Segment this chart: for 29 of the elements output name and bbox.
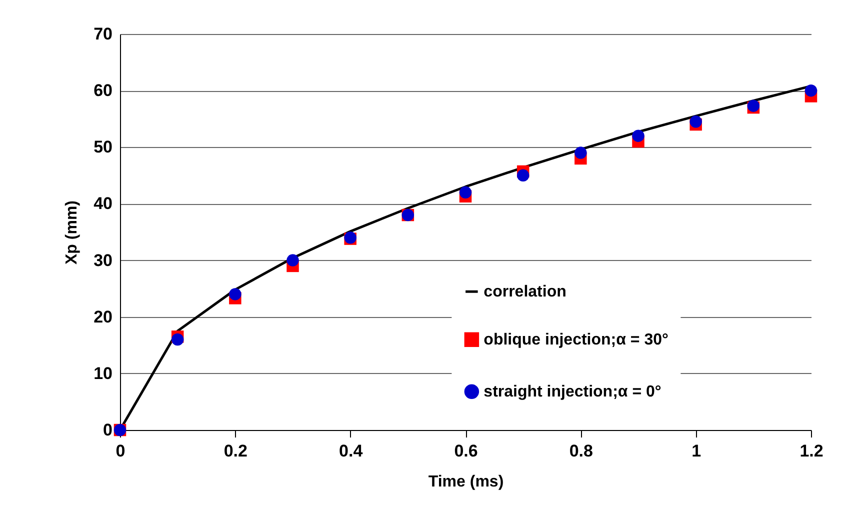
x-tick-label: 0.6 bbox=[454, 442, 478, 460]
y-tick-label: 10 bbox=[94, 364, 112, 383]
point bbox=[171, 333, 184, 346]
legend-label: correlation bbox=[484, 284, 566, 301]
point bbox=[574, 146, 587, 159]
y-tick-label: 40 bbox=[94, 194, 112, 214]
point bbox=[690, 116, 702, 128]
y-tick-label: 0 bbox=[103, 420, 112, 440]
y-tick-label: 50 bbox=[94, 138, 112, 157]
y-tick-label: 20 bbox=[94, 307, 112, 326]
y-tick-label: 60 bbox=[94, 81, 112, 100]
point bbox=[229, 288, 242, 300]
y-tick-label: 70 bbox=[94, 24, 112, 44]
y-tick-label: 30 bbox=[94, 250, 112, 270]
point bbox=[459, 186, 472, 199]
x-tick-label: 0 bbox=[116, 442, 126, 460]
point bbox=[804, 84, 818, 97]
x-tick-label: 1.2 bbox=[800, 442, 824, 460]
legend-label: straight injection;α = 0° bbox=[484, 384, 662, 401]
x-axis-title: Time (ms) bbox=[428, 474, 504, 490]
y-axis-title: Xp (mm) bbox=[64, 200, 81, 264]
legend-label: oblique injection;α = 30° bbox=[484, 332, 668, 349]
x-tick-label: 0.2 bbox=[224, 442, 248, 460]
x-tick-label: 1 bbox=[692, 442, 702, 460]
x-tick-label: 0.4 bbox=[339, 442, 364, 460]
point bbox=[286, 254, 299, 266]
point bbox=[516, 169, 530, 182]
x-tick-label: 0.8 bbox=[569, 442, 593, 460]
point bbox=[632, 130, 644, 142]
